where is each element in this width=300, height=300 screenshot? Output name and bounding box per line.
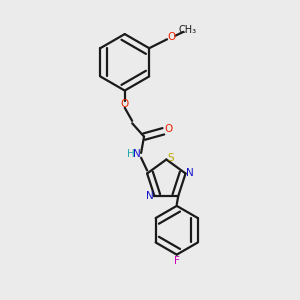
Text: F: F	[174, 256, 180, 266]
Text: S: S	[168, 153, 174, 163]
Text: N: N	[133, 149, 141, 159]
Text: N: N	[146, 191, 154, 201]
Text: CH₃: CH₃	[178, 26, 196, 35]
Text: O: O	[121, 99, 129, 109]
Text: O: O	[164, 124, 172, 134]
Text: H: H	[128, 149, 135, 159]
Text: O: O	[168, 32, 176, 42]
Text: N: N	[186, 169, 194, 178]
